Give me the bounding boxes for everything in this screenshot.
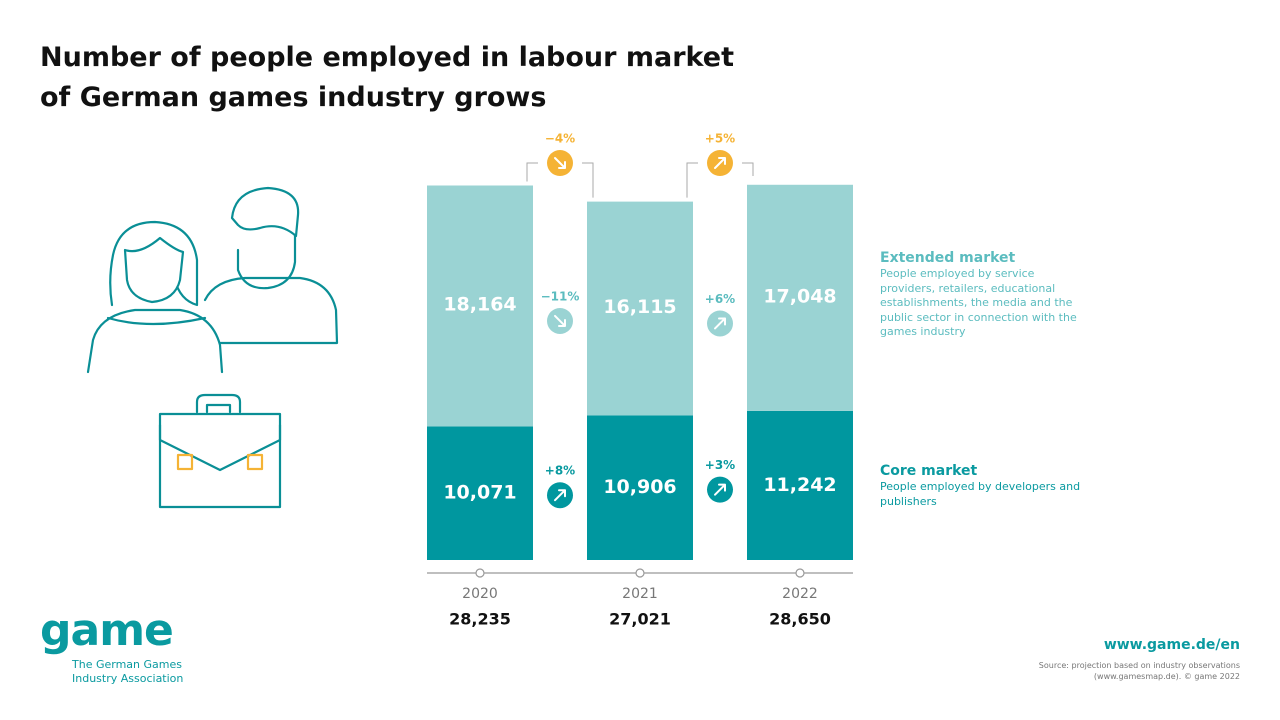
- x-tick-label: 2022: [782, 586, 818, 602]
- total-label: 27,021: [609, 610, 671, 629]
- bar-segment: [587, 201, 693, 416]
- change-label: +3%: [705, 458, 735, 472]
- value-label: 17,048: [763, 285, 836, 307]
- source: Source: projection based on industry obs…: [1039, 660, 1240, 682]
- logo-line: The German Games: [72, 658, 182, 671]
- legend-description: People employed by service providers, re…: [880, 267, 1077, 338]
- change-arrow: [554, 314, 566, 327]
- logo-subtitle: The German Games Industry Association: [72, 658, 183, 686]
- logo-line: Industry Association: [72, 672, 184, 685]
- bar-segment: [427, 185, 533, 427]
- legend-name: Extended market: [880, 250, 1016, 266]
- total-label: 28,650: [769, 610, 831, 629]
- value-label: 10,906: [603, 476, 676, 498]
- change-label: −4%: [545, 132, 575, 146]
- value-label: 16,115: [603, 296, 676, 318]
- value-label: 11,242: [763, 474, 836, 496]
- bracket: [526, 162, 594, 198]
- change-arrow: [714, 483, 726, 496]
- illustration: [86, 186, 339, 509]
- legend-entry: Core market People employed by developer…: [880, 462, 1090, 509]
- change-arrow: [554, 489, 566, 502]
- x-tick-label: 2021: [622, 586, 658, 602]
- source-line: Source: projection based on industry obs…: [1038, 661, 1240, 670]
- bar-segment: [747, 410, 853, 560]
- change-label: +5%: [705, 132, 735, 146]
- bar-segment: [427, 426, 533, 560]
- bar-segment: [587, 415, 693, 560]
- change-arrow: [714, 157, 726, 169]
- legend-name: Core market: [880, 463, 978, 479]
- value-label: 10,071: [443, 482, 516, 504]
- value-label: 18,164: [443, 293, 516, 315]
- source-line: (www.gamesmap.de). © game 2022: [1093, 672, 1240, 681]
- timeline-dot: [795, 568, 805, 578]
- logo: game The German Games Industry Associati…: [40, 605, 183, 686]
- title-line: Number of people employed in labour mark…: [40, 42, 734, 73]
- bar-segment: [747, 184, 853, 411]
- change-label: +6%: [705, 292, 735, 306]
- legend-entry: Extended market People employed by servi…: [880, 249, 1090, 340]
- change-label: −11%: [541, 289, 580, 303]
- timeline-dot: [635, 568, 645, 578]
- change-arrow: [554, 157, 566, 169]
- url: www.game.de/en: [1103, 637, 1240, 653]
- change-label: +8%: [545, 464, 575, 478]
- title-line: of German games industry grows: [40, 82, 547, 113]
- legend-description: People employed by developers and publis…: [880, 480, 1081, 508]
- bracket: [686, 162, 754, 198]
- total-label: 28,235: [449, 610, 511, 629]
- x-tick-label: 2020: [462, 586, 498, 602]
- chart-title: Number of people employed in labour mark…: [40, 38, 734, 118]
- timeline-dot: [475, 568, 485, 578]
- logo-word: game: [40, 605, 174, 656]
- change-arrow: [714, 317, 726, 330]
